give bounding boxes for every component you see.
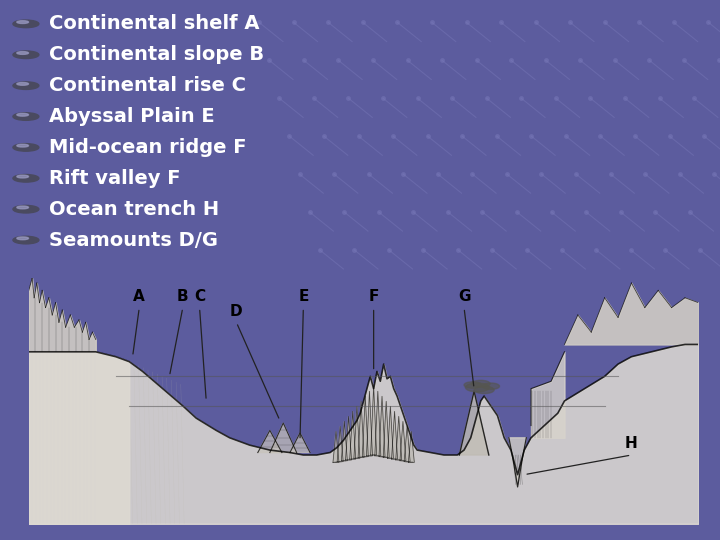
Text: Continental slope B: Continental slope B <box>49 45 264 64</box>
Ellipse shape <box>13 113 39 120</box>
Text: F: F <box>369 289 379 304</box>
Text: G: G <box>458 289 470 304</box>
Ellipse shape <box>17 237 29 240</box>
Circle shape <box>474 386 494 394</box>
Polygon shape <box>290 433 310 453</box>
Polygon shape <box>392 411 397 459</box>
Text: Rift valley F: Rift valley F <box>49 169 181 188</box>
Ellipse shape <box>13 144 39 151</box>
Ellipse shape <box>17 144 29 147</box>
Polygon shape <box>270 423 297 453</box>
Ellipse shape <box>13 205 39 213</box>
Text: Continental rise C: Continental rise C <box>49 76 246 95</box>
Ellipse shape <box>13 237 39 244</box>
Ellipse shape <box>17 113 29 116</box>
Polygon shape <box>358 401 364 457</box>
Text: Continental shelf A: Continental shelf A <box>49 15 259 33</box>
Polygon shape <box>379 396 385 457</box>
Circle shape <box>464 382 482 388</box>
Polygon shape <box>341 421 347 461</box>
Polygon shape <box>387 406 393 458</box>
Ellipse shape <box>17 175 29 178</box>
Polygon shape <box>400 421 406 461</box>
Text: D: D <box>230 303 243 319</box>
Text: C: C <box>194 289 205 304</box>
Text: Mid-ocean ridge F: Mid-ocean ridge F <box>49 138 246 157</box>
Ellipse shape <box>13 82 39 90</box>
Circle shape <box>465 383 490 392</box>
Polygon shape <box>509 438 526 487</box>
Polygon shape <box>375 392 381 456</box>
Ellipse shape <box>17 52 29 55</box>
Polygon shape <box>383 401 390 457</box>
Polygon shape <box>337 427 343 462</box>
Polygon shape <box>371 386 377 455</box>
Ellipse shape <box>13 174 39 182</box>
Text: E: E <box>298 289 309 304</box>
Polygon shape <box>333 431 339 462</box>
Circle shape <box>472 380 490 387</box>
Polygon shape <box>366 392 372 456</box>
Ellipse shape <box>13 51 39 58</box>
Text: Ocean trench H: Ocean trench H <box>49 200 219 219</box>
Polygon shape <box>408 431 414 462</box>
Ellipse shape <box>17 206 29 209</box>
Polygon shape <box>396 416 402 460</box>
Text: Seamounts D/G: Seamounts D/G <box>49 231 218 249</box>
Ellipse shape <box>13 20 39 28</box>
Ellipse shape <box>17 21 29 23</box>
Polygon shape <box>258 430 282 453</box>
Circle shape <box>482 383 500 389</box>
Text: H: H <box>625 436 638 451</box>
Text: A: A <box>133 289 145 304</box>
Polygon shape <box>362 396 369 457</box>
Ellipse shape <box>17 83 29 85</box>
Polygon shape <box>346 416 351 460</box>
Polygon shape <box>404 427 410 462</box>
Text: Abyssal Plain E: Abyssal Plain E <box>49 107 215 126</box>
Text: B: B <box>177 289 189 304</box>
Polygon shape <box>350 411 356 459</box>
Polygon shape <box>354 406 360 458</box>
Polygon shape <box>459 391 489 455</box>
